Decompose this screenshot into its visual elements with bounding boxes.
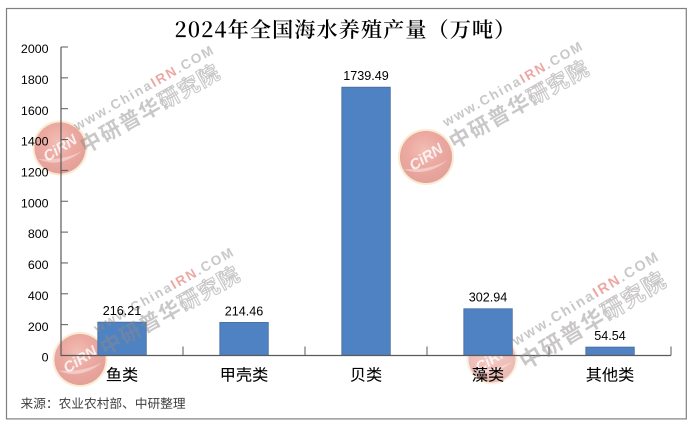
- svg-text:1800: 1800: [21, 73, 49, 87]
- svg-text:400: 400: [28, 289, 49, 303]
- svg-text:216.21: 216.21: [103, 304, 142, 318]
- svg-text:600: 600: [28, 258, 49, 272]
- svg-text:1739.49: 1739.49: [343, 69, 389, 83]
- svg-text:54.54: 54.54: [594, 329, 626, 343]
- svg-text:1600: 1600: [21, 104, 49, 118]
- svg-text:800: 800: [28, 227, 49, 241]
- svg-text:1400: 1400: [21, 135, 49, 149]
- svg-text:0: 0: [42, 351, 49, 365]
- svg-text:1000: 1000: [21, 196, 49, 210]
- svg-text:214.46: 214.46: [225, 304, 264, 318]
- svg-text:1200: 1200: [21, 166, 49, 180]
- svg-text:2000: 2000: [21, 42, 49, 56]
- svg-text:200: 200: [28, 320, 49, 334]
- svg-text:302.94: 302.94: [469, 291, 508, 305]
